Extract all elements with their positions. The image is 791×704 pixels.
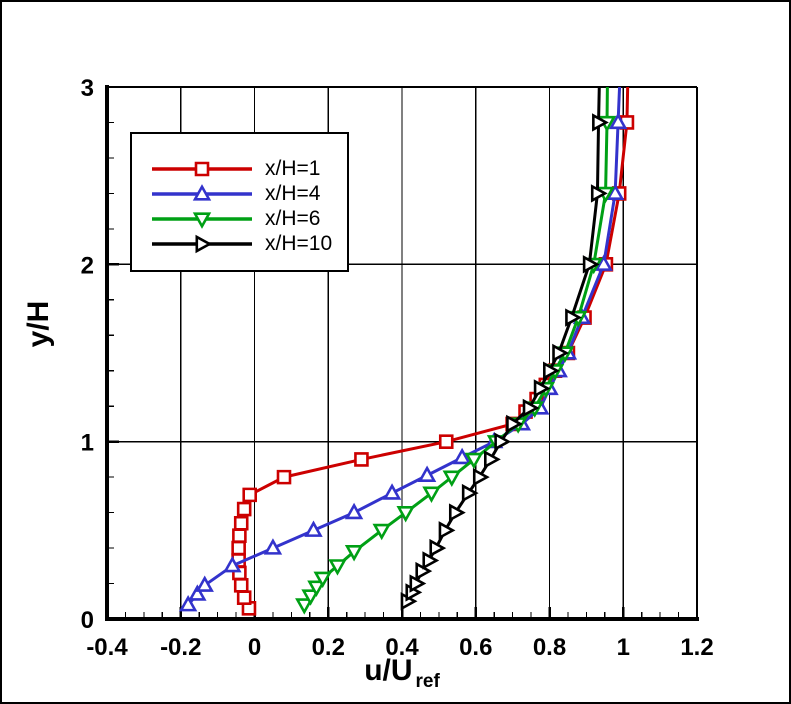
- triangle-right-marker: [438, 521, 456, 540]
- y-tick-label: 3: [81, 75, 94, 102]
- triangle-up-marker: [304, 520, 323, 537]
- triangle-down-marker: [372, 523, 391, 541]
- square-marker: [232, 528, 247, 543]
- x-tick-label: 0.6: [459, 634, 492, 661]
- x-tick-label: -0.2: [160, 634, 201, 661]
- triangle-up-marker: [605, 183, 625, 200]
- triangle-right-marker: [448, 503, 466, 522]
- triangle-down-marker: [313, 571, 332, 589]
- square-marker: [233, 578, 249, 593]
- triangle-up-marker: [188, 584, 207, 601]
- square-marker: [233, 515, 249, 531]
- legend-label: x/H=1: [265, 157, 321, 180]
- triangle-up-marker: [192, 183, 212, 201]
- legend-label: x/H=6: [265, 207, 321, 230]
- triangle-down-marker: [192, 211, 212, 229]
- triangle-up-marker: [417, 465, 437, 482]
- triangle-up-marker: [452, 447, 472, 465]
- triangle-up-marker: [195, 575, 214, 592]
- triangle-right-marker: [484, 450, 501, 469]
- triangle-down-marker: [301, 589, 320, 606]
- triangle-right-marker: [195, 234, 213, 253]
- legend-item-x-H-6: x/H=6: [149, 206, 347, 231]
- square-marker: [194, 161, 210, 176]
- legend-swatch: [152, 161, 252, 176]
- square-marker: [242, 487, 258, 503]
- triangle-right-marker: [543, 361, 560, 380]
- x-axis-title-main: u/U: [364, 654, 413, 687]
- y-tick-label: 0: [81, 607, 94, 634]
- x-tick-label: 0.8: [533, 634, 566, 661]
- legend-swatch: [152, 211, 252, 229]
- triangle-right-marker: [590, 184, 608, 203]
- triangle-right-marker: [552, 343, 570, 363]
- triangle-right-marker: [592, 113, 609, 132]
- legend-label: x/H=4: [265, 182, 321, 205]
- triangle-right-marker: [461, 483, 479, 503]
- legend-item-x-H-1: x/H=1: [149, 156, 347, 181]
- legend-item-x-H-10: x/H=10: [149, 231, 347, 256]
- triangle-right-marker: [494, 432, 512, 451]
- x-tick-label: 0: [248, 634, 261, 661]
- y-tick-label: 2: [81, 252, 94, 279]
- legend-label: x/H=10: [265, 232, 333, 255]
- triangle-up-marker: [223, 555, 242, 573]
- x-tick-label: 0.4: [385, 634, 419, 661]
- triangle-up-marker: [382, 483, 402, 500]
- triangle-down-marker: [422, 486, 441, 503]
- square-marker: [236, 590, 252, 606]
- triangle-up-marker: [178, 594, 198, 612]
- legend-swatch: [152, 234, 252, 253]
- triangle-right-marker: [422, 551, 440, 570]
- triangle-down-marker: [295, 598, 314, 615]
- triangle-down-marker: [464, 452, 484, 470]
- triangle-up-marker: [344, 502, 364, 520]
- square-marker: [231, 540, 246, 556]
- legend-swatch: [152, 183, 252, 201]
- x-axis-title: u/U ref: [107, 654, 697, 692]
- x-axis-title-subscript: ref: [415, 671, 440, 692]
- x-tick-label: 1.2: [680, 634, 713, 661]
- square-marker: [354, 452, 369, 467]
- triangle-down-marker: [328, 559, 347, 576]
- legend-box: x/H=1 x/H=4 x/H=6 x/H=10: [130, 132, 349, 272]
- triangle-right-marker: [565, 308, 582, 327]
- x-tick-label: 0.2: [312, 634, 345, 661]
- triangle-right-marker: [582, 255, 600, 274]
- triangle-up-marker: [594, 254, 613, 271]
- triangle-down-marker: [344, 545, 364, 562]
- triangle-right-marker: [533, 379, 551, 398]
- square-marker: [236, 501, 252, 517]
- square-marker: [438, 434, 454, 449]
- triangle-right-marker: [409, 574, 427, 593]
- triangle-up-marker: [263, 538, 283, 555]
- x-tick-label: -0.4: [86, 634, 128, 661]
- triangle-right-marker: [522, 398, 540, 418]
- triangle-up-marker: [608, 112, 628, 130]
- y-axis-title: y/H: [22, 300, 55, 348]
- square-marker: [276, 469, 292, 485]
- series-x-H-10: [400, 86, 609, 611]
- triangle-right-marker: [472, 467, 490, 487]
- y-tick-label: 1: [81, 430, 94, 457]
- legend-item-x-H-4: x/H=4: [149, 181, 347, 206]
- triangle-right-marker: [506, 414, 523, 434]
- triangle-down-marker: [396, 506, 415, 523]
- x-tick-label: 1: [617, 634, 630, 661]
- triangle-down-marker: [307, 580, 326, 597]
- triangle-down-marker: [442, 470, 461, 487]
- triangle-right-marker: [429, 538, 447, 558]
